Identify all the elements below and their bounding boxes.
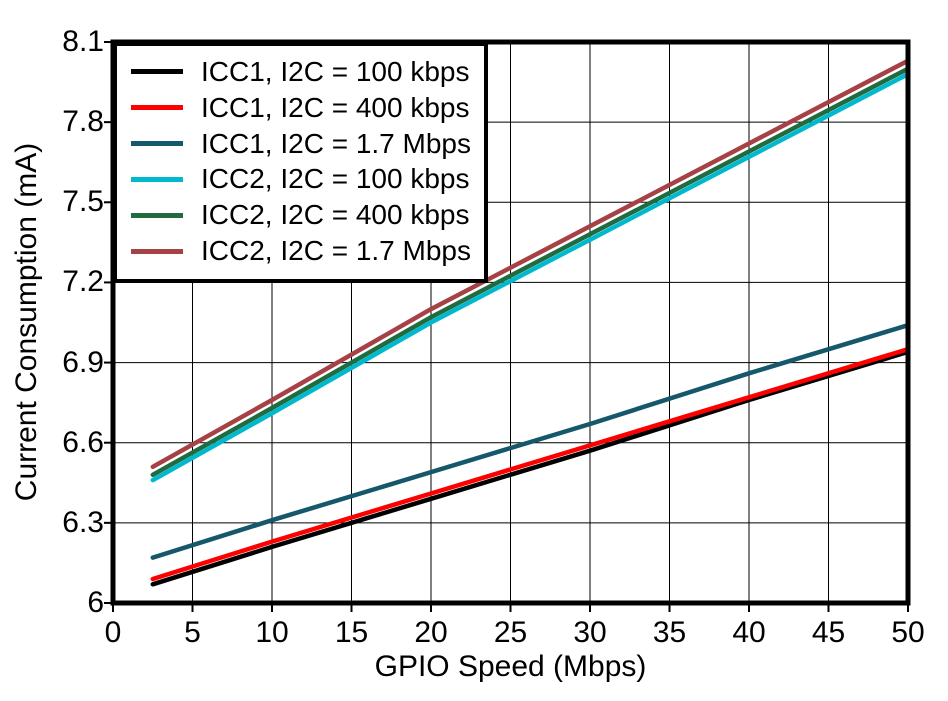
legend-item: ICC1, I2C = 100 kbps [131,55,480,87]
y-tick-label: 8.1 [62,25,104,58]
legend-swatch [131,248,183,254]
legend-item: ICC2, I2C = 400 kbps [131,200,480,230]
legend-item: ICC2, I2C = 1.7 Mbps [131,236,480,266]
legend-swatch [131,141,183,147]
series-line [150,58,911,470]
legend: ICC1, I2C = 100 kbps ICC1, I2C = 400 kbps… [113,42,488,283]
legend-item: ICC2, I2C = 100 kbps [131,164,480,194]
legend-swatch [131,69,183,75]
legend-item: ICC1, I2C = 1.7 Mbps [131,127,480,159]
y-tick-label: 6.9 [62,345,104,379]
legend-label: ICC2, I2C = 1.7 Mbps [201,235,472,267]
y-tick-label: 7.5 [62,185,104,219]
x-tick-label: 45 [811,616,846,649]
x-tick-label: 40 [732,616,766,649]
legend-label: ICC1, I2C = 1.7 Mbps [201,127,472,159]
x-tick-label: 30 [573,616,607,649]
y-tick-label: 6 [87,586,104,619]
x-tick-label: 0 [104,616,122,649]
series-line [150,322,911,560]
legend-label: ICC1, I2C = 100 kbps [201,55,470,87]
x-tick-label: 25 [493,616,528,649]
legend-swatch [131,176,183,182]
legend-label: ICC2, I2C = 400 kbps [201,199,470,231]
x-tick-label: 50 [891,616,925,649]
y-tick-label: 7.2 [62,265,104,299]
series-line [150,71,911,483]
x-axis-title: GPIO Speed (Mbps) [374,650,647,683]
legend-label: ICC2, I2C = 100 kbps [201,163,470,195]
x-tick-label: 20 [414,616,448,649]
x-tick-label: 10 [255,616,289,649]
legend-item: ICC1, I2C = 400 kbps [131,91,480,123]
series-line [150,349,911,587]
legend-swatch [131,212,183,218]
series-line [150,66,911,478]
y-tick-label: 7.8 [62,105,104,139]
x-tick-label: 5 [184,616,201,649]
x-tick-label: 15 [334,616,369,649]
y-tick-label: 6.3 [62,505,104,539]
series-line [150,346,911,582]
legend-label: ICC1, I2C = 400 kbps [201,91,470,123]
plot-border [110,39,911,606]
y-axis-title: Current Consumption (mA) [10,142,43,502]
x-tick-label: 35 [652,616,687,649]
y-tick-label: 6.6 [62,425,104,459]
legend-swatch [131,105,183,111]
